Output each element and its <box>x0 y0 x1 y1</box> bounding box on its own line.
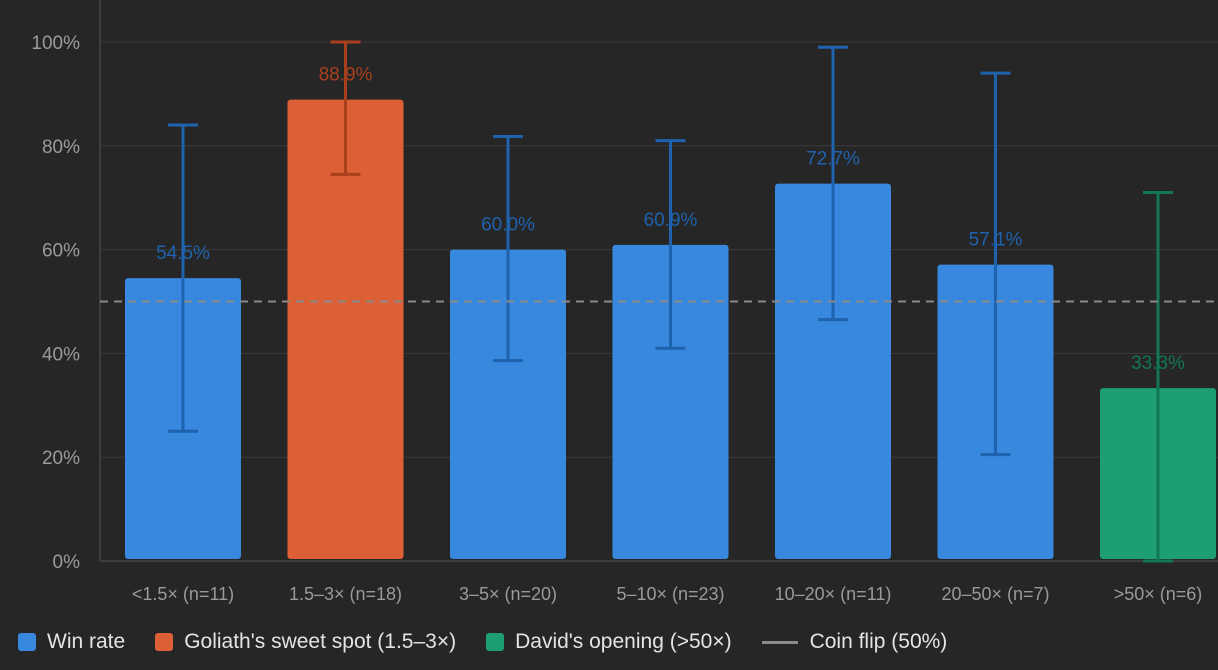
x-tick-label: 5–10× (n=23) <box>616 584 724 604</box>
legend-label-win-rate: Win rate <box>47 630 126 653</box>
y-tick-label: 60% <box>42 241 80 262</box>
axes: 0% 20% 40% 60% 80% 100% <1.5× (n=11) 1.5–3× (n=… <box>31 0 1218 604</box>
error-bar-1 <box>330 40 361 176</box>
error-bar-2 <box>493 134 523 363</box>
data-labels: 54.5% 88.9% 60.0% 60.9% 72.7% 57.1% 33.3% <box>156 65 1185 375</box>
error-bar-0 <box>168 123 198 433</box>
legend-swatch-coin-flip <box>761 640 798 644</box>
data-label-3: 60.9% <box>644 210 698 231</box>
x-tick-label: 3–5× (n=20) <box>459 584 557 604</box>
data-label-1: 88.9% <box>319 65 373 86</box>
legend-label-sweet-spot: Goliath's sweet spot (1.5–3×) <box>184 630 457 653</box>
legend-swatch-sweet-spot <box>155 633 174 651</box>
legend-item-sweet-spot: Goliath's sweet spot (1.5–3×) <box>155 630 456 654</box>
bar-2 <box>450 249 566 559</box>
error-bar-5 <box>980 71 1011 457</box>
legend-label-opening: David's opening (>50×) <box>515 630 732 653</box>
data-label-2: 60.0% <box>481 215 535 236</box>
legend-swatch-opening <box>486 633 505 651</box>
y-tick-label: 0% <box>53 552 81 573</box>
legend-item-coin-flip: Coin flip (50%) <box>761 630 948 654</box>
data-label-4: 72.7% <box>806 149 860 170</box>
bar-1 <box>287 99 404 559</box>
error-bar-6 <box>1143 191 1173 563</box>
y-tick-label: 80% <box>42 137 80 158</box>
legend-item-win-rate: Win rate <box>18 630 125 654</box>
data-label-0: 54.5% <box>156 243 210 264</box>
y-tick-label: 100% <box>31 33 80 54</box>
legend: Win rate Goliath's sweet spot (1.5–3×) D… <box>18 630 977 654</box>
error-bars <box>100 40 1218 563</box>
data-label-6: 33.3% <box>1131 353 1185 374</box>
x-tick-label: 1.5–3× (n=18) <box>289 584 402 604</box>
legend-item-opening: David's opening (>50×) <box>486 630 732 654</box>
x-tick-label: >50× (n=6) <box>1114 584 1203 604</box>
legend-swatch-win-rate <box>18 633 36 651</box>
x-tick-label: 20–50× (n=7) <box>941 584 1049 604</box>
error-bar-3 <box>655 139 686 350</box>
bar-3 <box>612 244 729 559</box>
legend-label-coin-flip: Coin flip (50%) <box>809 630 948 653</box>
x-tick-label: 10–20× (n=11) <box>775 584 892 604</box>
bar-4 <box>775 183 891 559</box>
y-tick-label: 20% <box>42 448 80 469</box>
y-tick-label: 40% <box>42 344 80 365</box>
x-tick-label: <1.5× (n=11) <box>132 584 234 604</box>
data-label-5: 57.1% <box>969 230 1023 251</box>
error-bar-4 <box>818 45 848 322</box>
